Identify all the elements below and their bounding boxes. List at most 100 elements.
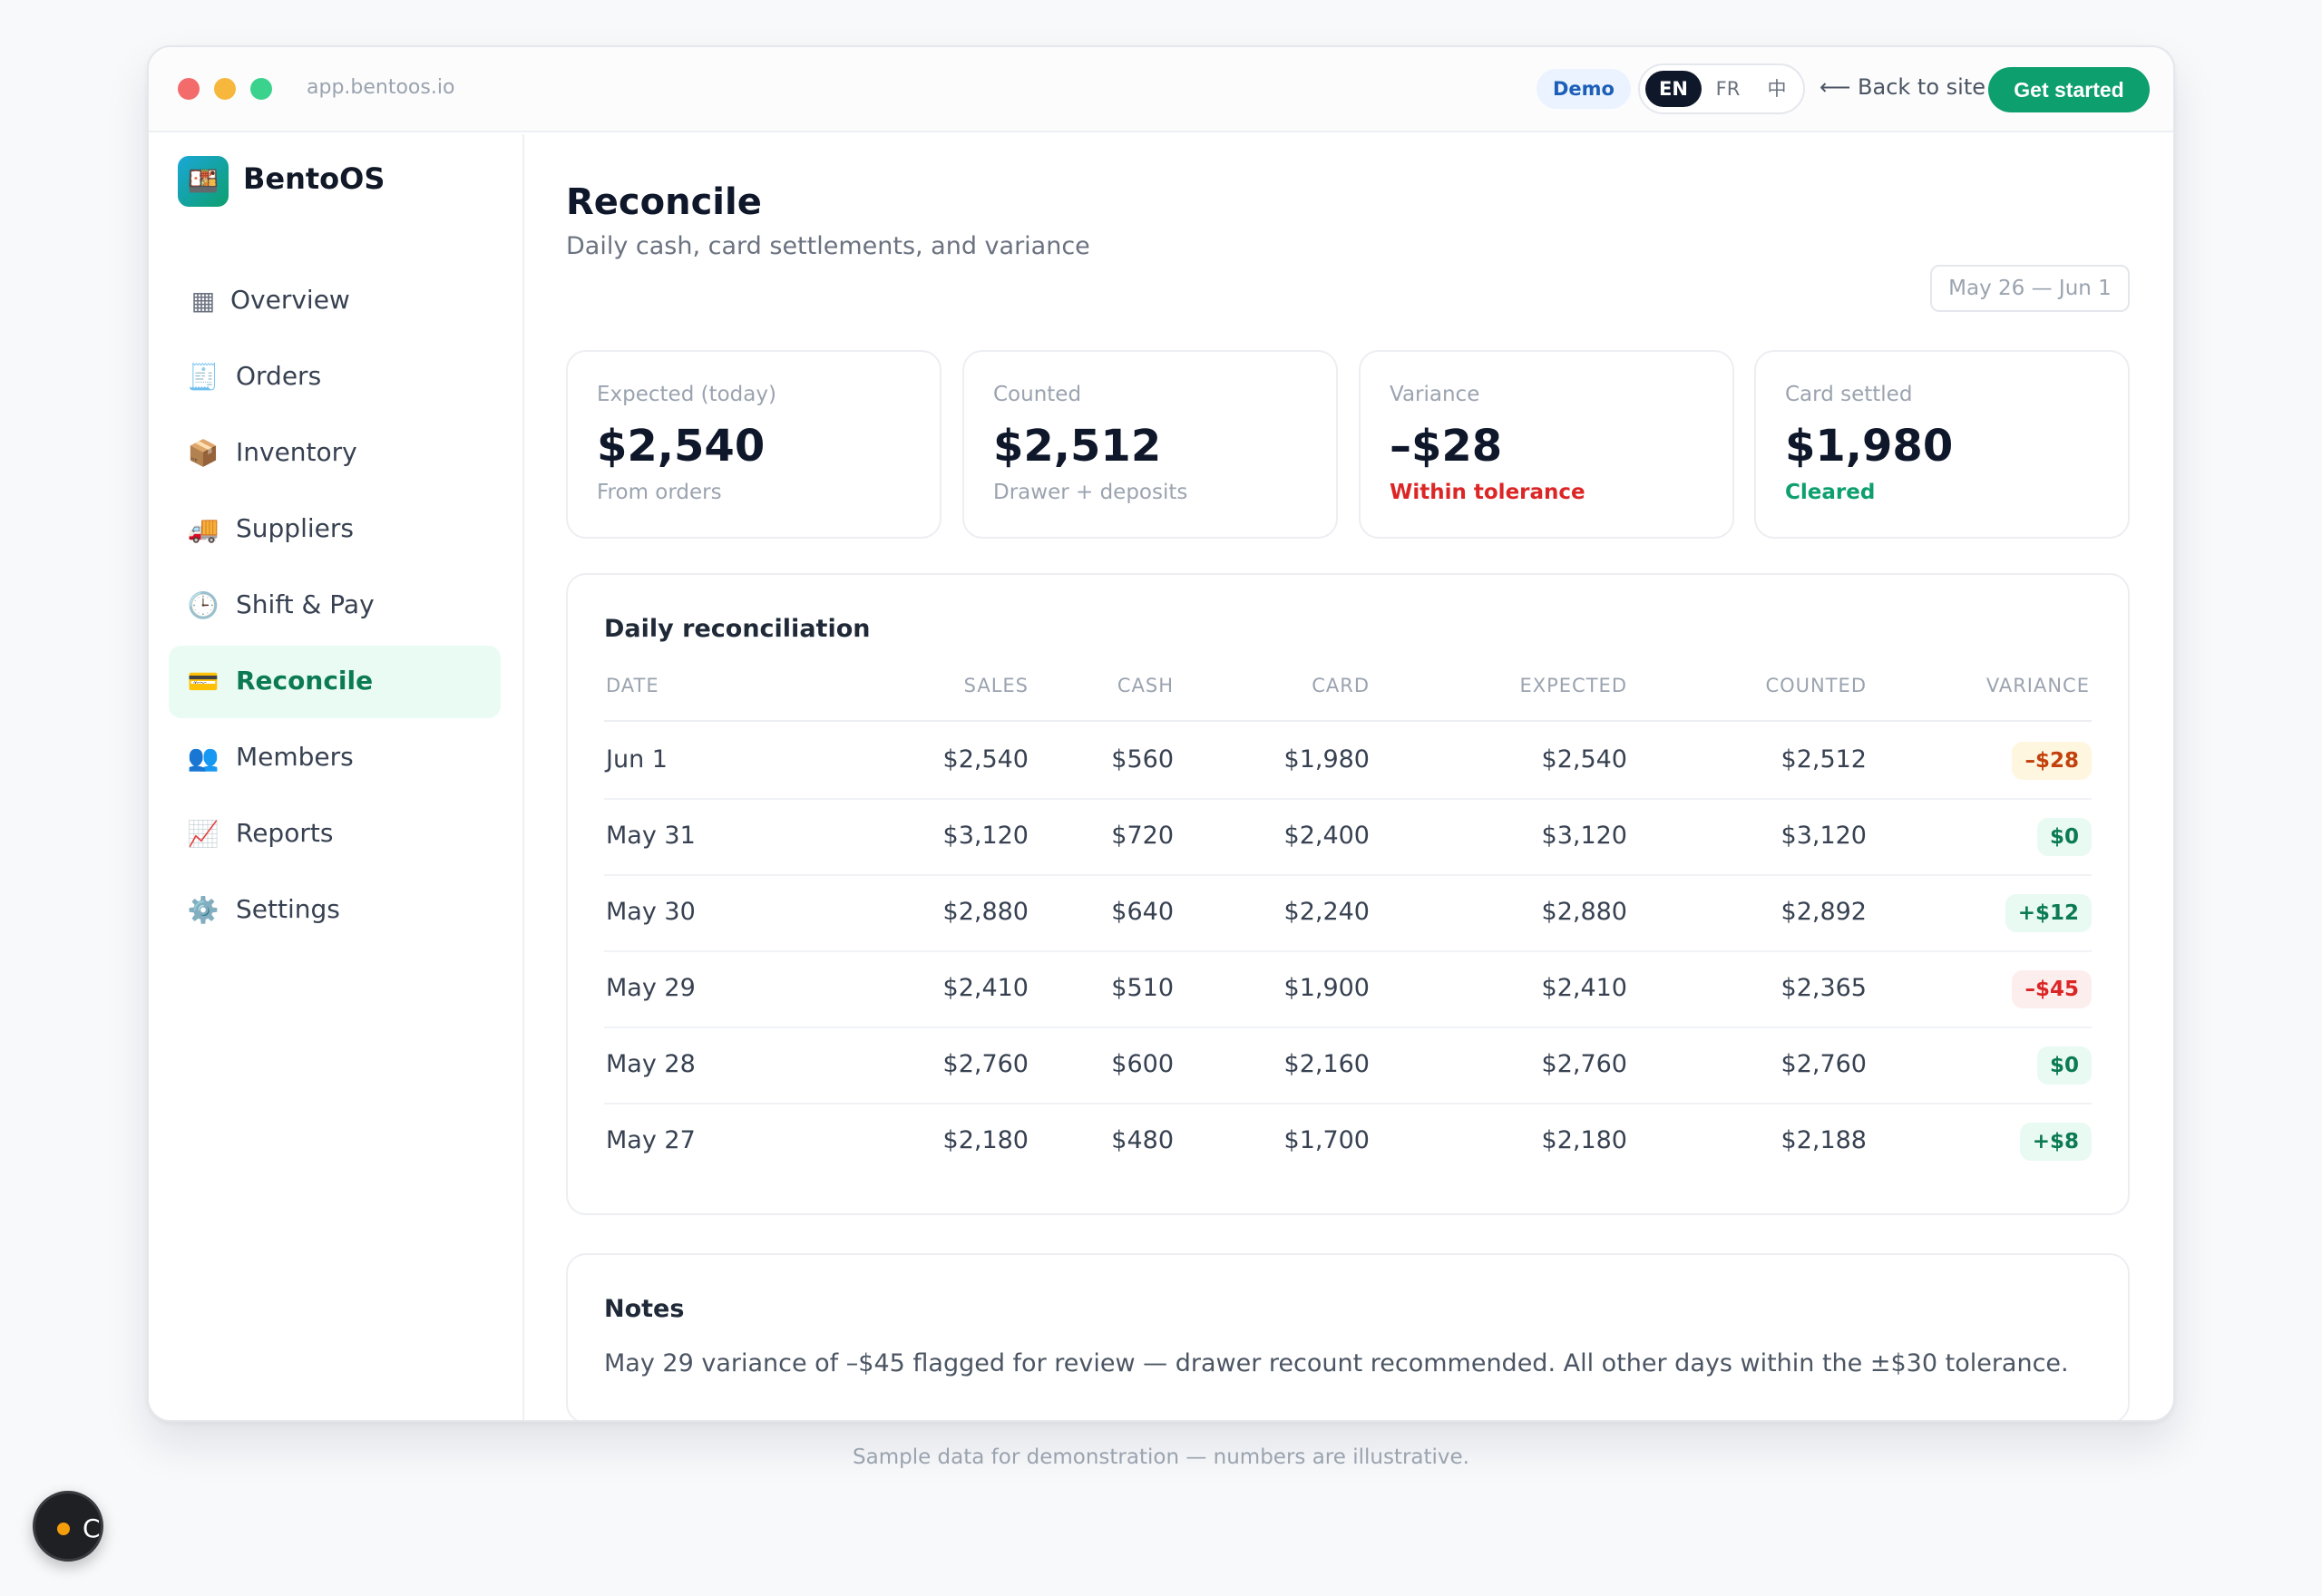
clock-icon: 🕒 bbox=[187, 590, 220, 620]
cell-counted: $2,512 bbox=[1781, 745, 1867, 774]
demo-badge: Demo bbox=[1537, 69, 1631, 109]
cell-cash: $510 bbox=[1111, 974, 1174, 1002]
column-header-sales[interactable]: SALES bbox=[963, 675, 1029, 696]
kpi-label: Variance bbox=[1390, 383, 1480, 406]
cell-sales: $3,120 bbox=[942, 822, 1029, 850]
close-window-button[interactable] bbox=[178, 78, 200, 100]
variance-badge: $0 bbox=[2036, 818, 2092, 856]
header-divider bbox=[604, 720, 2092, 722]
sidebar-item-inventory[interactable]: 📦 Inventory bbox=[169, 417, 501, 490]
language-option-zh[interactable]: 中 bbox=[1767, 78, 1787, 100]
cell-counted: $2,892 bbox=[1781, 898, 1867, 926]
gear-icon: ⚙️ bbox=[187, 895, 220, 925]
sidebar-item-label: Reports bbox=[236, 818, 334, 848]
cell-counted: $2,365 bbox=[1781, 974, 1867, 1002]
chart-icon: 📈 bbox=[187, 819, 220, 849]
receipt-icon: 🧾 bbox=[187, 362, 220, 392]
date-range-picker[interactable]: May 26 — Jun 1 bbox=[1930, 265, 2130, 312]
column-header-card[interactable]: CARD bbox=[1312, 675, 1370, 696]
kpi-label: Counted bbox=[993, 383, 1082, 406]
cell-sales: $2,180 bbox=[942, 1126, 1029, 1154]
column-header-variance[interactable]: VARIANCE bbox=[1985, 675, 2090, 696]
page-subtitle: Daily cash, card settlements, and varian… bbox=[566, 232, 1090, 260]
cell-cash: $480 bbox=[1111, 1126, 1174, 1154]
daily-reconciliation-card: Daily reconciliation DATE SALES CASH CAR… bbox=[566, 573, 2130, 1215]
table-row[interactable]: May 29 $2,410 $510 $1,900 $2,410 $2,365 –$45 bbox=[604, 952, 2092, 1028]
brand-name: BentoOS bbox=[243, 161, 385, 196]
notes-card: Notes May 29 variance of –$45 flagged fo… bbox=[566, 1253, 2130, 1420]
cell-expected: $2,180 bbox=[1541, 1126, 1627, 1154]
cell-cash: $720 bbox=[1111, 822, 1174, 850]
cell-card: $2,160 bbox=[1283, 1050, 1370, 1078]
cell-date: Jun 1 bbox=[606, 745, 668, 774]
people-icon: 👥 bbox=[187, 743, 220, 773]
kpi-subtext: From orders bbox=[597, 481, 722, 504]
title-bar: app.bentoos.io Demo EN FR 中 ⟵ Back to si… bbox=[149, 47, 2173, 132]
kpi-subtext: Drawer + deposits bbox=[993, 481, 1188, 504]
cell-date: May 27 bbox=[606, 1126, 696, 1154]
cell-cash: $560 bbox=[1111, 745, 1174, 774]
sidebar-item-shift-pay[interactable]: 🕒 Shift & Pay bbox=[169, 569, 501, 642]
cell-card: $1,700 bbox=[1283, 1126, 1370, 1154]
table-row[interactable]: May 27 $2,180 $480 $1,700 $2,180 $2,188 +$8 bbox=[604, 1105, 2092, 1181]
table-row[interactable]: May 28 $2,760 $600 $2,160 $2,760 $2,760 $0 bbox=[604, 1028, 2092, 1105]
kpi-card-expected: Expected (today) $2,540 From orders bbox=[566, 350, 941, 539]
cell-expected: $2,540 bbox=[1541, 745, 1627, 774]
sidebar-item-reports[interactable]: 📈 Reports bbox=[169, 798, 501, 871]
column-header-cash[interactable]: CASH bbox=[1117, 675, 1174, 696]
cell-sales: $2,880 bbox=[942, 898, 1029, 926]
brand-logo: 🍱 bbox=[178, 156, 229, 207]
minimize-window-button[interactable] bbox=[214, 78, 236, 100]
floating-assistant-button[interactable]: C bbox=[33, 1491, 103, 1562]
cell-counted: $3,120 bbox=[1781, 822, 1867, 850]
sidebar-item-orders[interactable]: 🧾 Orders bbox=[169, 341, 501, 414]
column-header-date[interactable]: DATE bbox=[606, 675, 659, 696]
sidebar: 🍱 BentoOS ▦ Overview 🧾 Orders 📦 Inventor… bbox=[149, 134, 524, 1420]
back-to-site-link[interactable]: ⟵ Back to site bbox=[1820, 74, 1985, 100]
sidebar-item-label: Members bbox=[236, 742, 354, 772]
cell-date: May 28 bbox=[606, 1050, 696, 1078]
cell-counted: $2,188 bbox=[1781, 1126, 1867, 1154]
kpi-value: $2,512 bbox=[993, 421, 1162, 472]
cell-card: $1,980 bbox=[1283, 745, 1370, 774]
cell-sales: $2,540 bbox=[942, 745, 1029, 774]
cell-date: May 31 bbox=[606, 822, 696, 850]
footer-disclaimer: Sample data for demonstration — numbers … bbox=[853, 1445, 1469, 1469]
column-header-counted[interactable]: COUNTED bbox=[1765, 675, 1867, 696]
language-option-fr[interactable]: FR bbox=[1715, 78, 1741, 100]
cell-card: $1,900 bbox=[1283, 974, 1370, 1002]
sidebar-item-label: Suppliers bbox=[236, 513, 354, 543]
sidebar-item-label: Orders bbox=[236, 361, 322, 391]
kpi-card-counted: Counted $2,512 Drawer + deposits bbox=[962, 350, 1338, 539]
sidebar-item-overview[interactable]: ▦ Overview bbox=[169, 265, 501, 337]
kpi-card-variance: Variance –$28 Within tolerance bbox=[1359, 350, 1734, 539]
table-title: Daily reconciliation bbox=[604, 615, 871, 643]
sidebar-item-label: Inventory bbox=[236, 437, 357, 467]
kpi-value: –$28 bbox=[1390, 421, 1503, 472]
status-dot-icon bbox=[57, 1523, 70, 1535]
table-row[interactable]: Jun 1 $2,540 $560 $1,980 $2,540 $2,512 –$28 bbox=[604, 724, 2092, 800]
table-row[interactable]: May 31 $3,120 $720 $2,400 $3,120 $3,120 $0 bbox=[604, 800, 2092, 876]
kpi-card-card-settled: Card settled $1,980 Cleared bbox=[1754, 350, 2130, 539]
sidebar-item-settings[interactable]: ⚙️ Settings bbox=[169, 874, 501, 947]
cell-date: May 29 bbox=[606, 974, 696, 1002]
variance-badge: $0 bbox=[2036, 1046, 2092, 1085]
language-option-en[interactable]: EN bbox=[1645, 71, 1702, 107]
table-row[interactable]: May 30 $2,880 $640 $2,240 $2,880 $2,892 +$12 bbox=[604, 876, 2092, 952]
truck-icon: 🚚 bbox=[187, 514, 220, 544]
kpi-subtext: Within tolerance bbox=[1390, 481, 1585, 504]
cell-expected: $2,880 bbox=[1541, 898, 1627, 926]
maximize-window-button[interactable] bbox=[250, 78, 272, 100]
variance-badge: –$45 bbox=[2012, 970, 2092, 1008]
cell-expected: $2,410 bbox=[1541, 974, 1627, 1002]
sidebar-item-suppliers[interactable]: 🚚 Suppliers bbox=[169, 493, 501, 566]
sidebar-item-label: Shift & Pay bbox=[236, 589, 375, 619]
sidebar-item-members[interactable]: 👥 Members bbox=[169, 722, 501, 794]
notes-text: May 29 variance of –$45 flagged for revi… bbox=[604, 1349, 2069, 1377]
cell-expected: $3,120 bbox=[1541, 822, 1627, 850]
main-content: Reconcile Daily cash, card settlements, … bbox=[526, 134, 2173, 1420]
sidebar-item-reconcile[interactable]: 💳 Reconcile bbox=[169, 646, 501, 718]
cell-expected: $2,760 bbox=[1541, 1050, 1627, 1078]
column-header-expected[interactable]: EXPECTED bbox=[1519, 675, 1627, 696]
get-started-button[interactable]: Get started bbox=[1988, 67, 2150, 112]
